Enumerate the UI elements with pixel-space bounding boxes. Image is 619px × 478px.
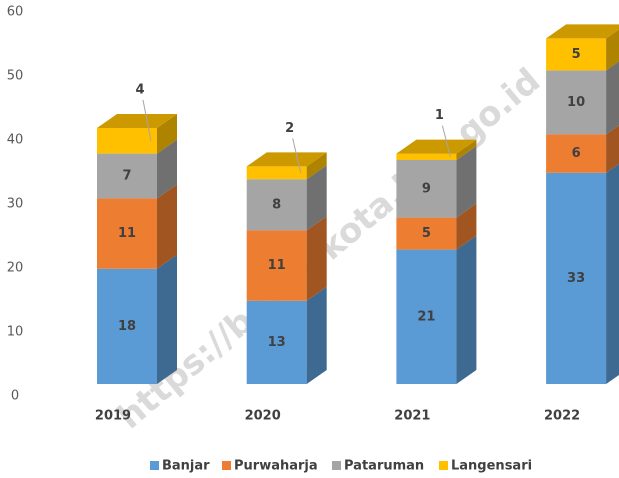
bar-side	[456, 146, 477, 218]
bar-front	[97, 128, 157, 154]
bar-top	[546, 24, 619, 39]
bar-top	[396, 139, 477, 154]
bar-front	[396, 249, 457, 384]
bar-side	[606, 29, 619, 71]
bar-front	[246, 300, 307, 384]
bar-front	[546, 134, 607, 173]
bar-side	[606, 61, 619, 135]
data-label: 8	[272, 197, 281, 212]
bar-front	[246, 179, 307, 231]
y-tick-label: 10	[7, 325, 24, 340]
bar-side	[456, 235, 477, 384]
data-label: 9	[422, 181, 431, 196]
y-tick-label: 40	[7, 133, 24, 148]
data-label: 1	[435, 108, 444, 123]
bar-segment	[396, 146, 477, 218]
leader-line	[441, 125, 451, 157]
bar-segment	[396, 139, 477, 160]
bar-top	[97, 114, 177, 128]
y-tick-label: 0	[11, 389, 19, 404]
bar-front	[546, 172, 607, 384]
bar-side	[456, 139, 477, 160]
data-label: 33	[567, 271, 585, 286]
x-tick-label: 2021	[394, 409, 430, 424]
bar-front	[396, 160, 457, 218]
bar-front	[396, 217, 457, 250]
bar-segment	[97, 114, 177, 154]
bar-top	[246, 152, 327, 167]
data-label: 2	[285, 121, 294, 136]
x-tick-label: 2019	[95, 409, 131, 424]
bar-side	[157, 114, 177, 154]
y-tick-label: 20	[7, 261, 24, 276]
legend-swatch	[150, 461, 159, 470]
y-tick-label: 30	[7, 197, 24, 212]
bar-front	[396, 153, 457, 160]
data-label: 18	[118, 319, 136, 334]
bar-front	[97, 198, 157, 269]
data-label: 7	[122, 169, 131, 184]
legend-label: Pataruman	[344, 459, 424, 474]
bar-side	[306, 165, 327, 231]
data-label: 13	[268, 335, 286, 350]
bar-side	[456, 203, 477, 250]
bar-front	[546, 38, 607, 71]
bar-segment	[97, 139, 177, 199]
bar-side	[306, 152, 327, 180]
bar-side	[157, 254, 177, 384]
data-label: 11	[268, 258, 286, 273]
data-label: 6	[572, 146, 581, 161]
bar-side	[606, 163, 619, 384]
bar-front	[97, 268, 157, 384]
bar-side	[306, 216, 327, 301]
bar-front	[246, 166, 307, 180]
leader-line	[142, 99, 152, 141]
data-label: 5	[422, 226, 431, 241]
legend-label: Purwaharja	[234, 459, 318, 474]
bar-segment	[246, 165, 327, 231]
legend-swatch	[439, 461, 448, 470]
bar-side	[157, 184, 177, 269]
legend-label: Langensari	[451, 459, 532, 474]
x-tick-label: 2020	[245, 409, 281, 424]
bar-segment	[546, 163, 619, 384]
bar-segment	[97, 184, 177, 269]
y-tick-label: 50	[7, 69, 24, 84]
data-label: 10	[567, 95, 585, 110]
bar-segment	[246, 286, 327, 384]
bar-segment	[546, 125, 619, 173]
bar-segment	[246, 216, 327, 301]
data-label: 5	[572, 47, 581, 62]
bar-front	[546, 70, 607, 135]
bar-side	[606, 125, 619, 173]
data-label: 11	[118, 226, 136, 241]
bar-segment	[97, 254, 177, 384]
data-label: 4	[135, 83, 144, 98]
y-tick-label: 60	[7, 5, 24, 20]
bar-side	[157, 139, 177, 199]
data-label: 21	[417, 309, 435, 324]
x-tick-label: 2022	[544, 409, 580, 424]
legend-label: Banjar	[162, 459, 210, 474]
leader-line	[292, 138, 302, 173]
bar-front	[246, 230, 307, 301]
legend-swatch	[222, 461, 231, 470]
bar-segment	[396, 203, 477, 250]
bar-segment	[546, 61, 619, 135]
bar-side	[306, 286, 327, 384]
bar-front	[97, 153, 157, 199]
legend-swatch	[332, 461, 341, 470]
bar-segment	[546, 24, 619, 71]
bar-segment	[396, 235, 477, 384]
bar-segment	[246, 152, 327, 180]
